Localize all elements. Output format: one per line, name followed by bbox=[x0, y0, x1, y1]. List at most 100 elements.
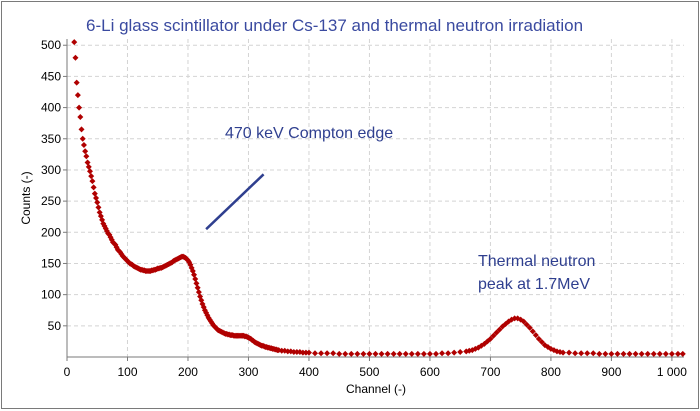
data-point bbox=[72, 54, 79, 61]
data-point bbox=[614, 350, 621, 357]
data-point bbox=[390, 350, 397, 357]
x-tick-label: 1 000 bbox=[657, 365, 687, 379]
data-point bbox=[299, 349, 306, 356]
data-point bbox=[668, 350, 675, 357]
data-point bbox=[93, 195, 100, 201]
data-point bbox=[79, 135, 86, 142]
data-point bbox=[71, 39, 78, 46]
data-point bbox=[402, 350, 409, 357]
data-point bbox=[278, 347, 285, 354]
data-point bbox=[535, 335, 542, 342]
data-point bbox=[330, 350, 337, 357]
data-point bbox=[84, 159, 91, 166]
data-point bbox=[312, 350, 319, 357]
data-point bbox=[372, 350, 379, 357]
data-point bbox=[191, 271, 198, 278]
data-point bbox=[193, 280, 200, 287]
data-point bbox=[650, 350, 657, 357]
neutron-peak-label-line-2: peak at 1.7MeV bbox=[478, 276, 590, 293]
data-point bbox=[318, 350, 325, 357]
data-point bbox=[638, 350, 645, 357]
data-point bbox=[608, 350, 615, 357]
compton-edge-pointer-line bbox=[205, 173, 265, 231]
x-tick-label: 100 bbox=[117, 365, 137, 379]
data-point bbox=[194, 284, 201, 291]
data-point bbox=[578, 350, 585, 357]
data-point bbox=[602, 350, 609, 357]
y-tick-label: 300 bbox=[41, 163, 61, 177]
x-tick-labels: 0 100 200 300 400 500 600 700 800 900 1 000 bbox=[64, 365, 688, 379]
data-point bbox=[342, 350, 349, 357]
data-point bbox=[85, 163, 92, 170]
data-point bbox=[538, 339, 545, 346]
data-point bbox=[451, 349, 458, 356]
data-point bbox=[80, 142, 87, 148]
data-point bbox=[366, 350, 373, 357]
data-point bbox=[89, 178, 96, 185]
x-tick-label: 900 bbox=[601, 365, 621, 379]
data-point bbox=[354, 350, 361, 357]
data-point bbox=[526, 324, 533, 331]
data-point bbox=[74, 92, 81, 99]
data-point bbox=[426, 350, 433, 357]
data-point bbox=[439, 350, 446, 357]
data-point bbox=[88, 173, 95, 180]
data-point bbox=[192, 276, 199, 283]
data-point bbox=[566, 349, 573, 356]
y-tick-label: 400 bbox=[41, 101, 61, 115]
chart-title: 6-Li glass scintillator under Cs-137 and… bbox=[86, 16, 583, 35]
data-point bbox=[195, 289, 202, 296]
data-point bbox=[572, 350, 579, 357]
y-tick-label: 350 bbox=[41, 132, 61, 146]
data-point bbox=[445, 350, 452, 357]
plot-area bbox=[67, 39, 684, 357]
y-tick-label: 450 bbox=[41, 69, 61, 83]
data-point bbox=[532, 332, 539, 339]
data-point bbox=[496, 326, 503, 333]
data-point bbox=[508, 316, 515, 323]
data-point bbox=[674, 350, 681, 357]
data-point bbox=[408, 350, 415, 357]
x-tick-label: 300 bbox=[238, 365, 258, 379]
x-axis-title: Channel (-) bbox=[346, 382, 406, 396]
y-tick-label: 250 bbox=[41, 194, 61, 208]
x-tick-label: 800 bbox=[541, 365, 561, 379]
data-point bbox=[396, 350, 403, 357]
data-point bbox=[490, 332, 497, 339]
data-point bbox=[420, 350, 427, 357]
y-tick-labels: 50 100 150 200 250 300 350 400 450 500 bbox=[41, 38, 61, 333]
data-point bbox=[360, 350, 367, 357]
data-point bbox=[620, 350, 627, 357]
data-point bbox=[73, 79, 80, 86]
data-point bbox=[336, 350, 343, 357]
x-tick-label: 700 bbox=[480, 365, 500, 379]
data-point bbox=[348, 350, 355, 357]
data-point bbox=[305, 349, 312, 356]
data-point bbox=[86, 168, 93, 175]
data-point bbox=[95, 204, 102, 211]
data-point bbox=[584, 350, 591, 357]
data-point bbox=[284, 348, 291, 355]
data-point bbox=[384, 350, 391, 357]
data-point bbox=[596, 350, 603, 357]
x-tick-label: 200 bbox=[178, 365, 198, 379]
x-tick-label: 400 bbox=[299, 365, 319, 379]
y-tick-label: 500 bbox=[41, 38, 61, 52]
data-point bbox=[590, 350, 597, 357]
data-point bbox=[529, 328, 536, 335]
x-tick-label: 0 bbox=[64, 365, 71, 379]
data-point bbox=[83, 153, 90, 160]
y-tick-label: 100 bbox=[41, 288, 61, 302]
data-point bbox=[82, 148, 89, 155]
data-point bbox=[457, 349, 464, 356]
data-point bbox=[90, 184, 97, 191]
data-point bbox=[644, 350, 651, 357]
y-tick-label: 150 bbox=[41, 256, 61, 270]
data-point bbox=[520, 318, 527, 325]
x-tick-label: 500 bbox=[359, 365, 379, 379]
y-tick-label: 200 bbox=[41, 225, 61, 239]
compton-edge-label: 470 keV Compton edge bbox=[225, 125, 393, 142]
data-point bbox=[487, 335, 494, 342]
data-point bbox=[302, 349, 309, 356]
